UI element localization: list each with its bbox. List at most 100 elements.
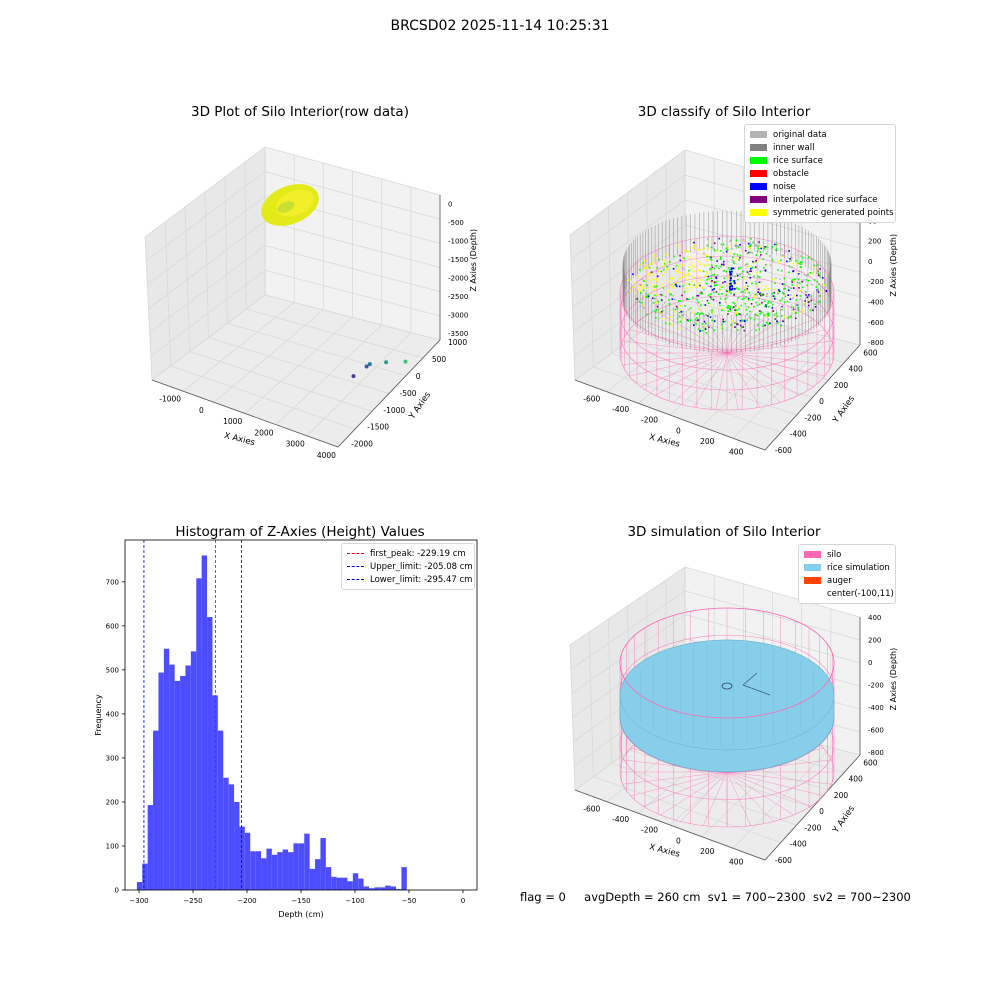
cloud-point — [724, 281, 726, 283]
cloud-point — [679, 320, 682, 323]
y-axis-label: Frequency — [94, 694, 103, 736]
x-tick-label: -200 — [641, 826, 658, 835]
cloud-point — [788, 265, 791, 268]
cloud-point — [703, 264, 705, 266]
y-tick-label: 200 — [834, 381, 849, 390]
cloud-point — [734, 326, 736, 328]
cloud-point — [727, 246, 730, 248]
cloud-point — [698, 281, 701, 284]
cloud-point — [652, 262, 654, 265]
cloud-point — [726, 305, 729, 308]
silo-floor-spoke — [726, 298, 761, 354]
cloud-point — [668, 289, 670, 291]
cloud-point — [684, 276, 687, 279]
cloud-point — [734, 309, 736, 311]
histogram-bar — [136, 882, 143, 890]
cloud-point — [724, 297, 727, 300]
cloud-point — [634, 292, 637, 294]
cloud-point — [679, 305, 682, 307]
cloud-point — [756, 271, 758, 274]
cloud-point — [641, 284, 643, 286]
silo-floor-spoke — [680, 771, 728, 822]
cloud-point — [656, 275, 659, 278]
x-tick-label: −150 — [291, 897, 310, 905]
cloud-point — [709, 293, 712, 295]
cloud-point — [683, 268, 686, 271]
cloud-point — [734, 305, 737, 307]
cloud-point — [801, 256, 804, 259]
cloud-point — [758, 297, 760, 300]
legend-entry: obstacle — [750, 167, 890, 180]
cloud-point — [726, 249, 728, 251]
cloud-point — [679, 263, 681, 266]
cloud-point — [724, 298, 727, 301]
cloud-point — [776, 320, 778, 323]
cloud-point — [792, 287, 795, 289]
cloud-point — [650, 286, 653, 288]
cloud-point — [823, 284, 826, 287]
cloud-point — [777, 269, 779, 271]
outlier-point — [351, 374, 356, 379]
z-tick-label: 0 — [868, 258, 872, 266]
cloud-point — [658, 312, 660, 314]
cloud-point — [762, 293, 765, 296]
x-tick-label: 200 — [700, 437, 715, 446]
cloud-point — [642, 289, 645, 292]
cloud-point — [654, 311, 657, 314]
cloud-point — [733, 302, 736, 305]
cloud-point — [793, 280, 796, 283]
y-tick-label: -400 — [790, 840, 807, 849]
cloud-point — [720, 327, 723, 329]
cloud-point — [706, 278, 708, 281]
cloud-point — [796, 294, 798, 297]
cloud-point — [651, 273, 653, 276]
cloud-point — [765, 304, 768, 306]
cloud-point — [704, 247, 706, 249]
cloud-point — [668, 266, 670, 269]
cloud-point — [639, 290, 642, 292]
cloud-point — [631, 286, 634, 288]
cloud-point — [761, 289, 764, 292]
histogram-bar — [277, 852, 283, 890]
cloud-point — [679, 272, 682, 274]
cloud-point — [765, 285, 767, 287]
y-tick-label: 600 — [863, 348, 878, 357]
cloud-point — [734, 245, 737, 247]
cloud-point — [758, 281, 761, 283]
cloud-point — [799, 289, 802, 292]
cloud-point — [792, 270, 794, 273]
cloud-point — [739, 254, 742, 257]
silo-floor-spoke — [726, 352, 739, 410]
x-tick-label: 200 — [700, 847, 715, 856]
cloud-point — [689, 307, 692, 310]
cloud-point — [798, 270, 801, 272]
cloud-point — [735, 288, 737, 290]
cloud-point — [808, 304, 810, 307]
cloud-point — [738, 250, 741, 253]
cloud-point — [663, 268, 665, 271]
cloud-point — [742, 291, 744, 293]
cloud-point — [727, 290, 729, 293]
cloud-point — [676, 307, 679, 310]
x-tick-label: −50 — [402, 897, 417, 905]
y-tick-label: 1000 — [448, 338, 467, 347]
cloud-point — [767, 312, 770, 314]
cloud-point — [799, 298, 801, 300]
cloud-point — [759, 246, 761, 248]
cloud-point — [720, 286, 722, 288]
cloud-point — [753, 275, 755, 278]
cloud-point — [796, 304, 799, 306]
cloud-point — [693, 258, 695, 260]
z-tick-label: 0 — [448, 201, 452, 209]
floor-grid — [684, 299, 861, 346]
cloud-point — [713, 242, 716, 244]
cloud-point — [639, 268, 641, 271]
cloud-point — [719, 265, 722, 268]
cloud-point — [679, 259, 682, 262]
cloud-point — [675, 285, 678, 288]
cloud-point — [741, 270, 744, 273]
cloud-point — [725, 289, 728, 292]
cloud-point — [709, 296, 712, 298]
cloud-point — [678, 285, 681, 288]
